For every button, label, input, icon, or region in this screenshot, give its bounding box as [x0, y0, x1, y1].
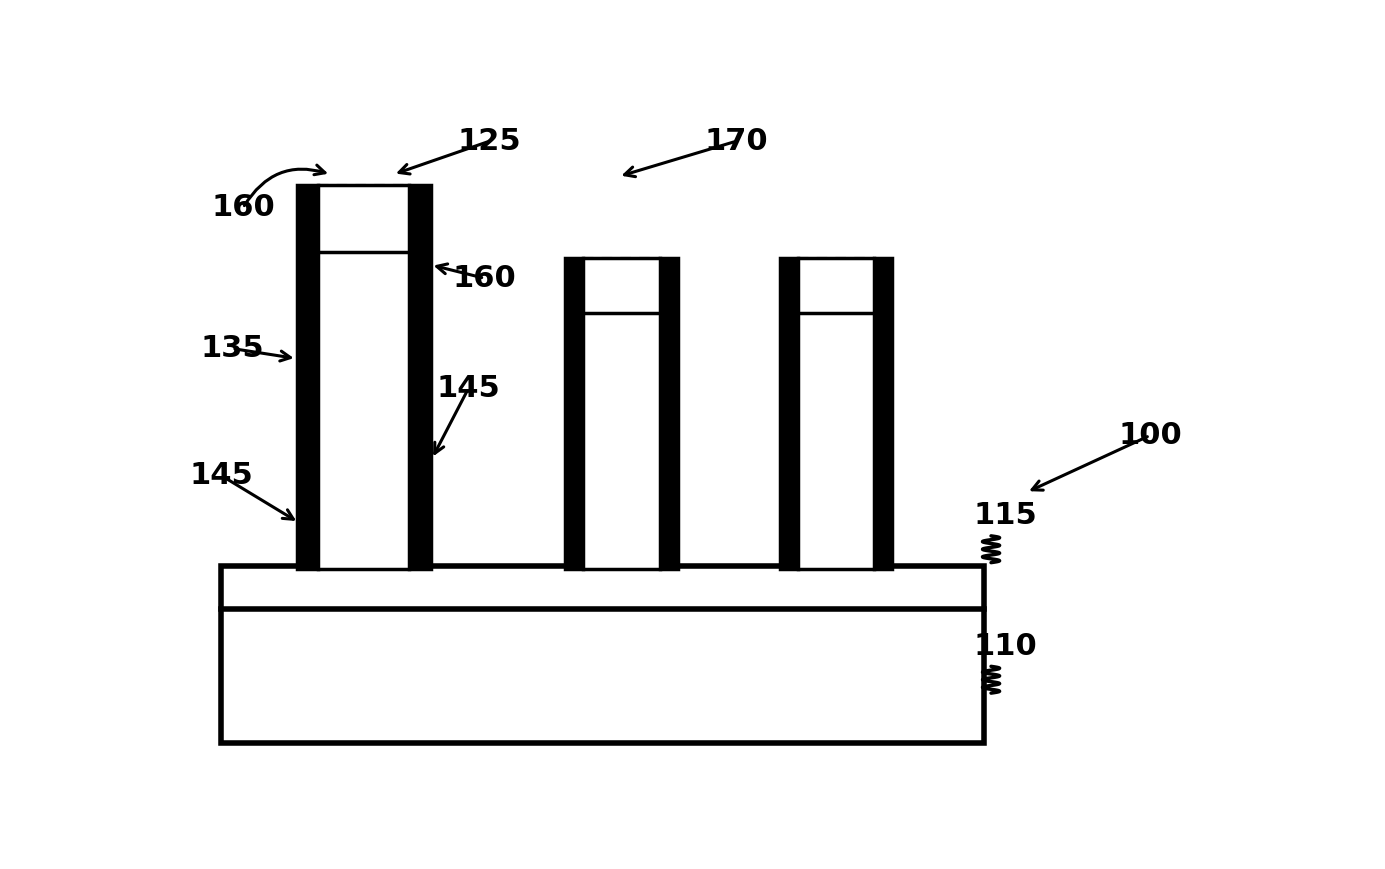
Bar — [583, 313, 659, 569]
Bar — [565, 258, 677, 569]
Text: 145: 145 — [190, 461, 253, 490]
Text: 160: 160 — [211, 194, 274, 222]
Text: 125: 125 — [458, 127, 522, 156]
Text: 115: 115 — [974, 501, 1037, 530]
Text: 160: 160 — [453, 264, 517, 293]
Bar — [659, 258, 677, 569]
Bar — [583, 258, 659, 313]
Bar — [780, 258, 892, 569]
Text: 100: 100 — [1118, 421, 1181, 450]
Bar — [798, 313, 874, 569]
Bar — [222, 566, 983, 743]
Bar — [798, 258, 874, 313]
Bar — [296, 184, 431, 569]
Text: 110: 110 — [974, 632, 1037, 660]
Bar — [296, 184, 431, 569]
Text: 135: 135 — [201, 334, 265, 363]
Text: 170: 170 — [705, 127, 769, 156]
Bar — [296, 184, 319, 569]
Bar — [780, 258, 798, 569]
Bar — [874, 258, 892, 569]
Bar — [319, 252, 410, 569]
Bar — [410, 184, 431, 569]
Bar — [319, 184, 410, 252]
Bar — [780, 258, 892, 569]
Bar — [565, 258, 583, 569]
Bar — [565, 258, 677, 569]
Text: 145: 145 — [436, 375, 500, 403]
